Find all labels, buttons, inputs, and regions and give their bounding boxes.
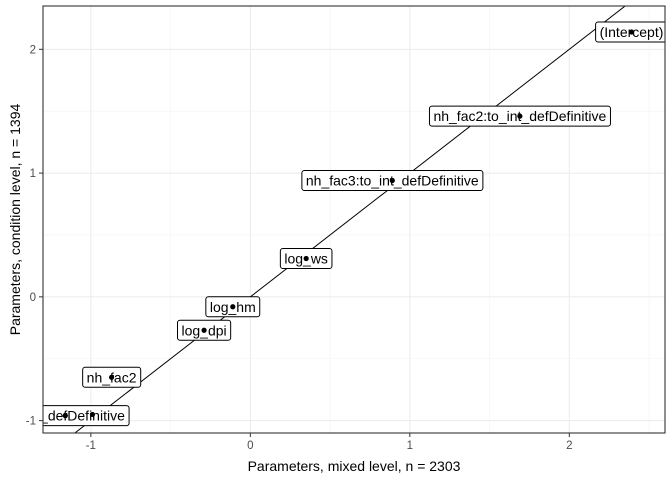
x-tick-label: 2 <box>566 440 572 452</box>
data-point <box>201 327 207 333</box>
point-label: to_int_defDefinitive <box>6 405 130 427</box>
point-label-text: to_int_defDefinitive <box>6 408 125 424</box>
point-label: log_dpi <box>177 319 232 341</box>
data-point <box>89 411 96 418</box>
data-point <box>230 304 236 310</box>
point-label-box <box>43 405 130 427</box>
data-point <box>628 29 635 35</box>
y-tick-label: 1 <box>30 168 36 180</box>
y-tick-label: 0 <box>30 292 36 304</box>
data-point-labels: (Intercept) nh_fac2:to_int_defDefinitiven… <box>6 21 665 427</box>
y-axis-title: Parameters, condition level, n = 1394 <box>7 104 23 336</box>
point-label: log_hm <box>205 296 261 318</box>
point-label: nh_fac2 <box>82 366 142 388</box>
x-axis-ticks: -1 0 1 2 <box>86 433 573 452</box>
data-point <box>62 413 68 419</box>
point-label: nh_fac3:to_int_defDefinitive <box>301 170 484 192</box>
y-tick-label: 2 <box>30 44 36 56</box>
point-label: (Intercept) <box>595 21 665 43</box>
data-point <box>389 177 395 184</box>
grid-lines <box>43 6 665 433</box>
y-tick-label: -1 <box>26 416 36 428</box>
x-axis-title: Parameters, mixed level, n = 2303 <box>248 458 461 474</box>
y-axis-ticks: -1 0 1 2 <box>26 44 43 428</box>
data-point <box>108 374 115 380</box>
point-label: nh_fac2:to_int_defDefinitive <box>428 105 611 127</box>
x-tick-label: 1 <box>407 440 413 452</box>
x-tick-label: 0 <box>247 440 253 452</box>
data-point <box>303 255 309 262</box>
x-tick-label: -1 <box>86 440 96 452</box>
point-label: log_ws <box>279 247 333 269</box>
plot-panel-border <box>42 5 666 434</box>
plot-panel-background <box>43 6 665 433</box>
identity-reference-line <box>74 6 626 433</box>
data-point <box>517 113 523 119</box>
